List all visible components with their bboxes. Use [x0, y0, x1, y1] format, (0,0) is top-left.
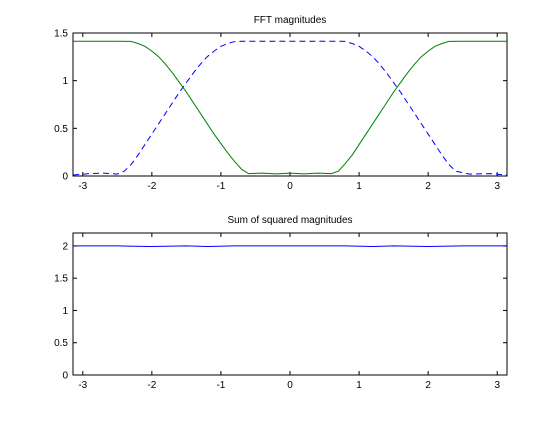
- y-tick-label: 1: [62, 306, 68, 317]
- y-tick-label: 0.5: [54, 124, 68, 135]
- axes-box: [72, 232, 508, 376]
- x-tick-label: 1: [356, 380, 362, 391]
- x-tick-label: -1: [216, 380, 225, 391]
- y-tick-label: 2: [62, 241, 68, 252]
- y-tick-label: 1.5: [54, 274, 68, 285]
- fft-magnitudes-plot: FFT magnitudes -3 -2 -1 0 1 2 3 0 0.5 1 1.5: [54, 15, 508, 192]
- x-tick-label: -1: [216, 181, 225, 192]
- y-tick-label: 1.5: [54, 29, 68, 40]
- x-tick-label: 0: [287, 181, 293, 192]
- x-tick-label: 3: [494, 380, 500, 391]
- y-tick-label: 0: [62, 172, 68, 183]
- series-line-1: [73, 245, 507, 248]
- x-tick-label: -2: [147, 380, 156, 391]
- chart-title: Sum of squared magnitudes: [227, 215, 352, 226]
- y-tick-label: 1: [62, 76, 68, 87]
- x-tick-label: 1: [356, 181, 362, 192]
- x-tick-label: 3: [494, 181, 500, 192]
- y-tick-label: 0.5: [54, 338, 68, 349]
- x-tick-label: 0: [287, 380, 293, 391]
- x-tick-label: -3: [78, 380, 87, 391]
- x-tick-label: -2: [147, 181, 156, 192]
- axes-box: [72, 32, 508, 177]
- y-tick-label: 0: [62, 371, 68, 382]
- series-line-2: [73, 40, 507, 176]
- chart-title: FFT magnitudes: [254, 15, 327, 26]
- x-tick-label: 2: [425, 380, 431, 391]
- x-tick-label: -3: [78, 181, 87, 192]
- series-line-1: [73, 40, 507, 175]
- x-tick-label: 2: [425, 181, 431, 192]
- sum-of-squared-magnitudes-plot: Sum of squared magnitudes -3 -2 -1 0 1 2 3 0 0.5 1…: [54, 215, 508, 391]
